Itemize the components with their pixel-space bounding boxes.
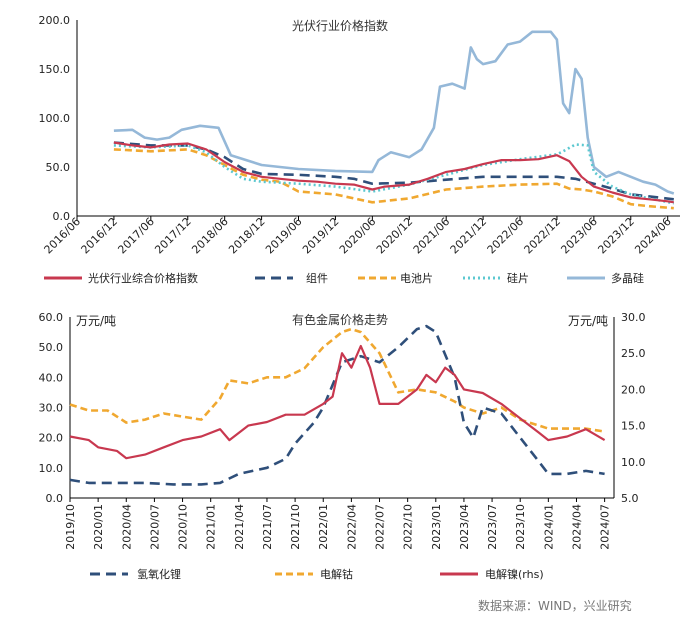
- legend-label-module: 组件: [306, 271, 328, 285]
- bottom-series-line-1: [69, 327, 605, 433]
- bottom-x-tick-label: 2019/10: [64, 504, 77, 550]
- bottom-left-y-tick-label: 10.0: [39, 462, 64, 475]
- top-series-line-4: [113, 30, 675, 195]
- chart-nonferrous-prices: 有色金属价格走势 万元/吨 万元/吨 0.0 10.0 20.0 30.0 40.0 50…: [39, 311, 646, 581]
- bottom-x-tick-label: 2022/04: [345, 504, 358, 550]
- bottom-left-y-tick-label: 0.0: [46, 492, 64, 505]
- bottom-right-y-ticks: 5.0 10.0 15.0 20.0 25.0 30.0: [621, 311, 646, 505]
- top-x-tick-label: 2022/12: [522, 215, 564, 257]
- bottom-x-tick-label: 2022/10: [402, 504, 415, 550]
- top-y-tick-label: 150.0: [39, 63, 71, 76]
- top-y-tick-label: 100.0: [39, 112, 71, 125]
- legend-label-cell: 电池片: [400, 272, 433, 285]
- bottom-left-y-tick-label: 30.0: [39, 402, 64, 415]
- bottom-right-y-tick-label: 10.0: [621, 456, 646, 469]
- legend-label-polysilicon: 多晶硅: [611, 271, 644, 285]
- bottom-x-tick-label: 2024/01: [542, 504, 555, 550]
- bottom-left-y-tick-label: 20.0: [39, 432, 64, 445]
- right-unit-label: 万元/吨: [568, 314, 608, 328]
- top-x-tick-label: 2017/06: [115, 215, 157, 257]
- bottom-x-tick-label: 2021/04: [233, 504, 246, 550]
- bottom-series: [69, 324, 606, 486]
- top-x-tick-label: 2022/06: [485, 215, 527, 257]
- bottom-x-tick-label: 2021/10: [289, 504, 302, 550]
- bottom-x-tick-label: 2023/04: [458, 504, 471, 550]
- top-x-tick-label: 2016/12: [79, 215, 121, 257]
- bottom-x-tick-label: 2024/04: [570, 504, 583, 550]
- bottom-x-ticks: 2019/10 2020/01 2020/04 2020/07 2020/10 2021/…: [64, 498, 612, 550]
- bottom-left-y-tick-label: 50.0: [39, 341, 64, 354]
- bottom-x-tick-label: 2020/10: [177, 504, 190, 550]
- chart-pv-price-index: 光伏行业价格指数 0.0 50.0 100.0 150.0 200.0 2016/062…: [39, 14, 680, 285]
- top-series-line-3: [113, 143, 675, 205]
- bottom-legend: 氢氧化锂 电解钴 电解镍(rhs): [90, 567, 544, 581]
- top-x-tick-label: 2023/06: [558, 215, 600, 257]
- legend-label-lithium-hydroxide: 氢氧化锂: [137, 567, 181, 581]
- bottom-x-tick-label: 2022/01: [317, 504, 330, 550]
- top-series-line-2: [113, 148, 674, 210]
- bottom-x-tick-label: 2024/07: [599, 504, 612, 550]
- top-x-tick-label: 2021/06: [411, 215, 453, 257]
- top-y-tick-label: 200.0: [39, 14, 71, 27]
- bottom-x-tick-label: 2021/01: [205, 504, 218, 550]
- legend-label-nickel: 电解镍(rhs): [485, 567, 544, 581]
- top-y-tick-label: 50.0: [46, 161, 71, 174]
- bottom-left-y-tick-label: 40.0: [39, 371, 64, 384]
- top-legend: 光伏行业综合价格指数 组件 电池片 硅片 多晶硅: [44, 271, 644, 285]
- bottom-x-tick-label: 2020/07: [148, 504, 161, 550]
- bottom-x-tick-label: 2022/07: [374, 504, 387, 550]
- top-x-tick-label: 2019/12: [300, 215, 342, 257]
- bottom-x-tick-label: 2020/01: [92, 504, 105, 550]
- source-note: 数据来源：WIND，兴业研究: [478, 599, 632, 613]
- top-chart-title: 光伏行业价格指数: [292, 18, 388, 33]
- bottom-series-line-2: [69, 344, 606, 460]
- legend-label-cobalt: 电解钴: [320, 567, 353, 581]
- top-x-tick-label: 2020/06: [337, 215, 379, 257]
- top-x-tick-label: 2019/06: [263, 215, 305, 257]
- bottom-right-y-tick-label: 5.0: [621, 492, 639, 505]
- bottom-x-tick-label: 2023/01: [430, 504, 443, 550]
- legend-label-wafer: 硅片: [507, 272, 529, 285]
- bottom-x-tick-label: 2021/07: [261, 504, 274, 550]
- bottom-x-tick-label: 2023/07: [486, 504, 499, 550]
- bottom-right-y-tick-label: 30.0: [621, 311, 646, 324]
- top-x-tick-label: 2018/12: [226, 215, 268, 257]
- bottom-left-y-ticks: 0.0 10.0 20.0 30.0 40.0 50.0 60.0: [39, 311, 64, 505]
- top-series-line-0: [113, 141, 674, 204]
- legend-label-pv-index: 光伏行业综合价格指数: [88, 271, 198, 285]
- left-unit-label: 万元/吨: [76, 314, 116, 328]
- top-x-tick-label: 2020/12: [374, 215, 416, 257]
- top-x-tick-label: 2018/06: [189, 215, 231, 257]
- bottom-left-y-tick-label: 60.0: [39, 311, 64, 324]
- top-x-tick-label: 2021/12: [448, 215, 490, 257]
- top-y-ticks: 0.0 50.0 100.0 150.0 200.0: [39, 14, 71, 223]
- bottom-x-tick-label: 2023/10: [514, 504, 527, 550]
- bottom-right-y-tick-label: 25.0: [621, 347, 646, 360]
- bottom-right-y-tick-label: 20.0: [621, 383, 646, 396]
- top-x-tick-label: 2023/12: [595, 215, 637, 257]
- top-x-tick-label: 2024/06: [632, 215, 674, 257]
- top-x-ticks: 2016/062016/122017/062017/122018/062018/…: [42, 215, 674, 257]
- bottom-series-line-0: [69, 324, 605, 486]
- bottom-x-tick-label: 2020/04: [120, 504, 133, 550]
- top-y-tick-label: 0.0: [53, 210, 71, 223]
- top-series-line-1: [113, 141, 674, 201]
- top-series: [113, 30, 675, 210]
- bottom-chart-title: 有色金属价格走势: [292, 312, 388, 327]
- top-x-tick-label: 2017/12: [152, 215, 194, 257]
- bottom-right-y-tick-label: 15.0: [621, 420, 646, 433]
